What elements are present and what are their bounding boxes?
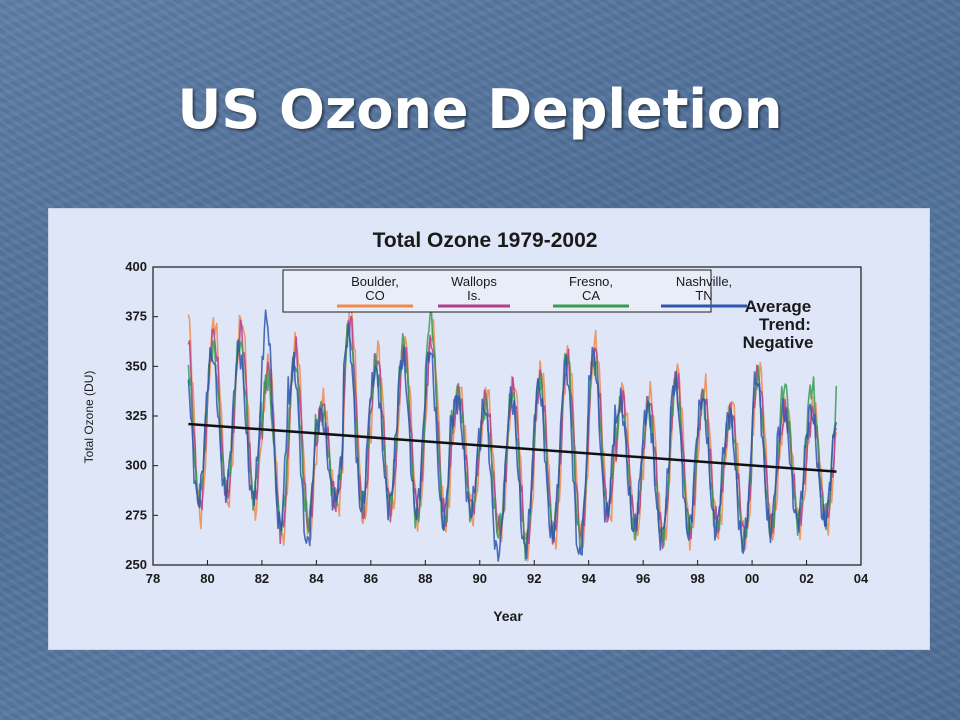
- annotation-line-3: Negative: [743, 333, 814, 352]
- x-tick-label: 82: [255, 571, 269, 586]
- trend-annotation: Average Trend: Negative: [743, 297, 814, 352]
- y-axis-label: Total Ozone (DU): [82, 371, 96, 464]
- y-tick-label: 275: [125, 507, 147, 522]
- y-tick-label: 350: [125, 358, 147, 373]
- y-tick-label: 325: [125, 408, 147, 423]
- series-line-nashville: [187, 309, 838, 562]
- x-tick-label: 86: [364, 571, 378, 586]
- legend-label: Nashville,: [676, 274, 732, 289]
- chart-panel: Total Ozone 1979-2002 250 275 300 325 350 375…: [48, 208, 930, 650]
- legend-label-sub: CO: [365, 288, 385, 303]
- y-axis: 250 275 300 325 350 375 400: [125, 259, 158, 572]
- series-line-wallops: [187, 315, 838, 550]
- y-tick-label: 375: [125, 309, 147, 324]
- y-tick-label: 400: [125, 259, 147, 274]
- x-tick-label: 90: [473, 571, 487, 586]
- x-tick-label: 04: [854, 571, 869, 586]
- x-tick-label: 96: [636, 571, 650, 586]
- x-tick-label: 88: [418, 571, 432, 586]
- x-tick-label: 98: [690, 571, 704, 586]
- x-tick-label: 78: [146, 571, 160, 586]
- x-tick-label: 92: [527, 571, 541, 586]
- annotation-line-2: Trend:: [759, 315, 811, 334]
- legend-label: Boulder,: [351, 274, 399, 289]
- x-tick-label: 02: [799, 571, 813, 586]
- series-line-fresno: [187, 300, 838, 562]
- x-tick-label: 00: [745, 571, 759, 586]
- legend-label-sub: Is.: [467, 288, 481, 303]
- x-axis-label: Year: [493, 608, 523, 624]
- y-tick-label: 300: [125, 458, 147, 473]
- trend-line: [188, 422, 837, 473]
- annotation-line-1: Average: [745, 297, 811, 316]
- x-axis: 78 80 82 84 86 88 90 92 94 96 98 00 02 04: [146, 560, 869, 586]
- y-tick-label: 250: [125, 557, 147, 572]
- legend-label: Wallops: [451, 274, 497, 289]
- x-tick-label: 94: [581, 571, 596, 586]
- legend-label: Fresno,: [569, 274, 613, 289]
- series-layer: [187, 300, 838, 562]
- legend-label-sub: CA: [582, 288, 600, 303]
- x-tick-label: 80: [200, 571, 214, 586]
- x-tick-label: 84: [309, 571, 324, 586]
- legend-label-sub: TN: [695, 288, 712, 303]
- slide-title: US Ozone Depletion: [177, 78, 783, 141]
- ozone-chart: Total Ozone 1979-2002 250 275 300 325 350 375…: [82, 229, 869, 624]
- chart-title: Total Ozone 1979-2002: [373, 229, 598, 252]
